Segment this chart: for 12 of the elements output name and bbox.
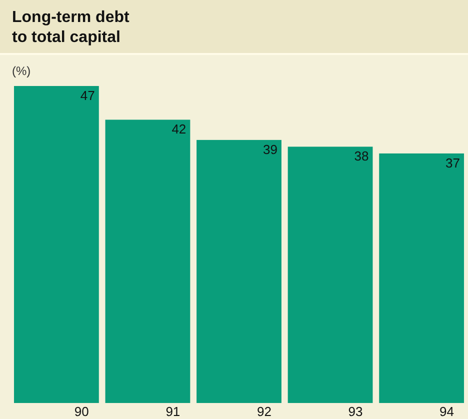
x-tick-label: 90 <box>74 404 89 419</box>
x-tick-label: 94 <box>440 404 454 419</box>
x-tick-label: 93 <box>348 404 363 419</box>
x-tick-label: 91 <box>166 404 180 419</box>
data-label: 42 <box>172 122 186 137</box>
chart-title: Long-term debt to total capital <box>12 9 130 46</box>
y-axis-title: (%) <box>12 64 31 78</box>
data-label: 37 <box>446 155 460 170</box>
data-label: 39 <box>262 142 278 157</box>
data-label: 38 <box>354 148 369 164</box>
data-label: 47 <box>80 88 95 103</box>
x-tick-label: 92 <box>256 404 272 419</box>
